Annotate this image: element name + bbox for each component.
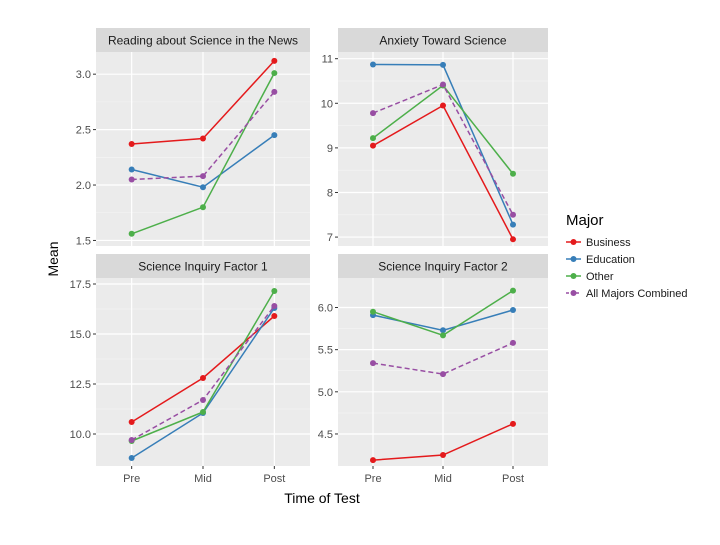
y-tick-label: 2.5 [76, 125, 91, 137]
data-point-other [370, 135, 376, 142]
data-point-other [440, 332, 446, 339]
data-point-all-majors-combined [440, 81, 446, 88]
legend-key-point-business [570, 239, 577, 245]
data-point-all-majors-combined [510, 211, 516, 218]
data-point-all-majors-combined [370, 360, 376, 367]
panel-title-anxiety-toward-science: Anxiety Toward Science [379, 34, 507, 48]
y-tick-label: 7 [327, 232, 333, 244]
panel-strip-anxiety-toward-science [338, 28, 548, 52]
data-point-all-majors-combined [200, 173, 206, 180]
data-point-business [128, 419, 135, 425]
data-point-education [370, 61, 376, 68]
data-point-other [200, 204, 206, 211]
y-tick-label: 5.0 [318, 387, 333, 399]
data-point-other [271, 288, 278, 294]
panel-title-science-inquiry-factor-2: Science Inquiry Factor 2 [378, 260, 508, 274]
data-point-business [271, 57, 278, 64]
data-point-business [510, 420, 516, 427]
y-tick-label: 5.5 [318, 345, 333, 357]
data-point-other [510, 170, 516, 177]
data-point-education [510, 307, 516, 314]
data-point-education [440, 61, 446, 68]
y-tick-label: 4.5 [318, 429, 333, 441]
y-tick-label: 15.0 [70, 329, 91, 341]
data-point-all-majors-combined [271, 303, 278, 309]
data-point-business [200, 375, 206, 381]
data-point-all-majors-combined [370, 110, 376, 117]
data-point-education [200, 184, 206, 191]
panel-title-science-inquiry-factor-1: Science Inquiry Factor 1 [138, 260, 268, 274]
y-tick-label: 9 [327, 143, 333, 155]
data-point-other [200, 409, 206, 415]
legend-label-business: Business [586, 237, 631, 249]
y-tick-label: 11 [322, 54, 333, 66]
x-tick-label: Mid [194, 473, 212, 485]
x-tick-label: Mid [434, 473, 452, 485]
legend-label-education: Education [586, 254, 635, 266]
x-tick-label: Pre [364, 473, 381, 485]
data-point-other [128, 230, 135, 237]
data-point-all-majors-combined [510, 339, 516, 346]
legend-title: Major [566, 212, 604, 229]
y-tick-label: 3.0 [76, 69, 91, 81]
y-tick-label: 2.0 [76, 180, 91, 192]
data-point-education [510, 221, 516, 228]
data-point-business [200, 135, 206, 142]
x-tick-label: Post [263, 473, 285, 485]
y-tick-label: 8 [327, 187, 333, 199]
data-point-business [440, 452, 446, 459]
y-axis-title: Mean [45, 241, 61, 276]
data-point-all-majors-combined [128, 176, 135, 183]
y-tick-label: 17.5 [70, 279, 91, 291]
data-point-education [271, 132, 278, 139]
legend-key-point-other [570, 273, 577, 279]
series-line-all-majors-combined [372, 342, 514, 375]
data-point-business [370, 457, 376, 464]
x-tick-label: Pre [123, 473, 140, 485]
y-tick-label: 10.0 [70, 429, 91, 441]
legend-key-point-education [570, 256, 577, 262]
data-point-all-majors-combined [271, 88, 278, 95]
data-point-other [271, 70, 278, 77]
data-point-education [128, 455, 135, 461]
data-point-education [440, 327, 446, 334]
data-point-all-majors-combined [200, 397, 206, 403]
data-point-education [128, 166, 135, 173]
data-point-other [510, 287, 516, 294]
data-point-business [128, 141, 135, 148]
series-line-all-majors-combined [131, 91, 275, 181]
panel-strip-science-inquiry-factor-2 [338, 254, 548, 278]
data-point-business [271, 313, 278, 319]
data-point-all-majors-combined [440, 371, 446, 378]
panel-title-reading-about-science-in-the-news: Reading about Science in the News [108, 34, 298, 48]
x-tick-label: Post [502, 473, 524, 485]
panel-strip-reading-about-science-in-the-news [96, 28, 310, 52]
y-tick-label: 10 [321, 98, 333, 110]
legend-label-other: Other [586, 271, 614, 283]
y-tick-label: 1.5 [76, 235, 91, 247]
data-point-business [370, 142, 376, 149]
data-point-business [440, 102, 446, 109]
panel-strip-science-inquiry-factor-1 [96, 254, 310, 278]
x-axis-title: Time of Test [284, 490, 360, 506]
y-tick-label: 12.5 [70, 379, 91, 391]
legend-key-point-all-majors-combined [570, 290, 577, 296]
data-point-all-majors-combined [128, 437, 135, 443]
data-point-other [370, 308, 376, 315]
data-point-business [510, 236, 516, 243]
legend-label-all-majors-combined: All Majors Combined [586, 288, 687, 300]
y-tick-label: 6.0 [318, 303, 333, 315]
